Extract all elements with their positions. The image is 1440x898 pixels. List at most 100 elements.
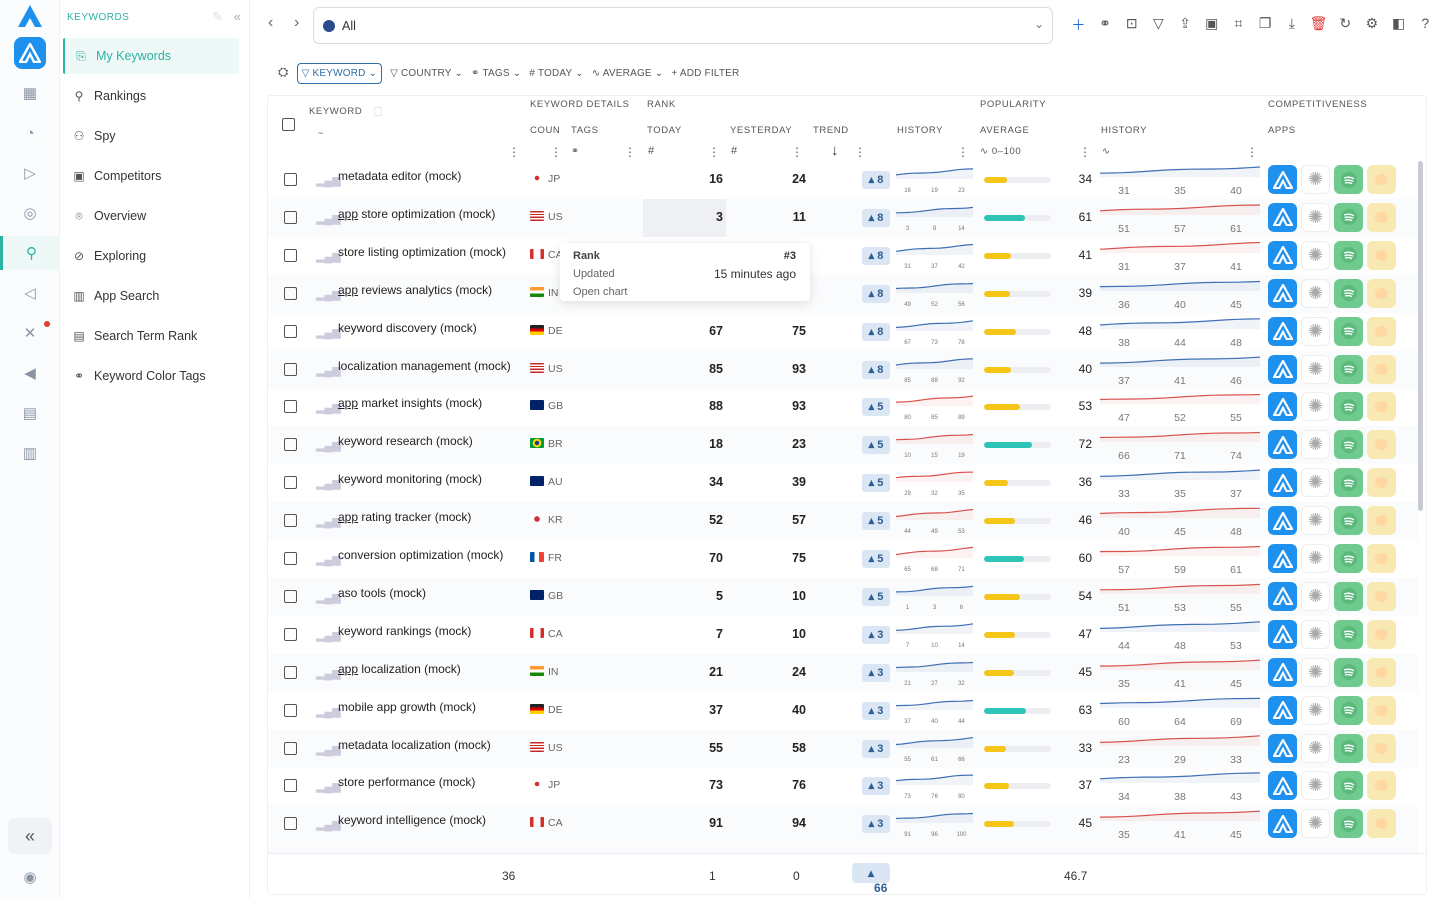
keywords-wrench-icon[interactable]: ⚲ xyxy=(0,236,60,270)
select-all-checkbox[interactable] xyxy=(282,118,295,131)
collapse-rail-button[interactable]: « xyxy=(8,818,52,854)
popularity-history-sparkline[interactable]: 60 64 69 xyxy=(1099,692,1261,735)
app-icon-openai[interactable]: ✺ xyxy=(1301,278,1330,308)
app-icon-game[interactable] xyxy=(1367,619,1396,649)
filter-chip-country[interactable]: ▽ COUNTRY ⌄ xyxy=(390,68,463,79)
app-icon-astro[interactable] xyxy=(1268,278,1297,308)
row-checkbox[interactable] xyxy=(284,589,297,603)
app-icon-game[interactable] xyxy=(1367,165,1396,194)
app-icon-astro[interactable] xyxy=(1268,771,1297,801)
store-icon[interactable]: ▥ xyxy=(22,445,38,462)
app-icon-openai[interactable]: ✺ xyxy=(1301,165,1330,194)
app-icon-spotify[interactable] xyxy=(1334,544,1363,573)
app-icon-game[interactable] xyxy=(1367,506,1396,536)
row-checkbox[interactable] xyxy=(284,324,297,338)
rank-history-sparkline[interactable]: 21 27 32 xyxy=(895,656,974,695)
col-tags[interactable]: TAGS xyxy=(571,125,599,136)
app-icon-openai[interactable]: ✺ xyxy=(1301,695,1330,725)
app-icon-game[interactable] xyxy=(1367,771,1396,801)
menu-dots-icon[interactable]: ⋮ xyxy=(708,145,721,159)
menu-dots-icon[interactable]: ⋮ xyxy=(854,145,867,159)
rank-history-sparkline[interactable]: 7 10 14 xyxy=(895,618,974,657)
table-row[interactable]: ▂▄▆ app store optimization (mock) US 3 11 ▴ 8… xyxy=(268,198,1418,240)
table-row[interactable]: ▂▄▆ metadata localization (mock) US 55 58 ▴ 3… xyxy=(268,729,1418,771)
app-avatar-icon[interactable] xyxy=(14,37,46,69)
popularity-history-sparkline[interactable]: 23 29 33 xyxy=(1099,730,1261,773)
app-icon-astro[interactable] xyxy=(1268,809,1297,839)
menu-dots-icon[interactable]: ⋮ xyxy=(1079,145,1092,159)
sort-desc-icon[interactable]: ↓ xyxy=(831,142,840,159)
app-icon-game[interactable] xyxy=(1367,809,1396,839)
rank-today[interactable]: 37 xyxy=(709,702,723,717)
rank-history-sparkline[interactable]: 31 37 42 xyxy=(895,239,974,278)
popularity-history-sparkline[interactable]: 51 53 55 xyxy=(1099,578,1261,621)
filter-chip-keyword[interactable]: ▽ KEYWORD ⌄ xyxy=(296,63,383,84)
forward-button[interactable]: › xyxy=(294,14,300,31)
panel-icon[interactable]: ◧ xyxy=(1391,15,1406,31)
app-icon-spotify[interactable] xyxy=(1334,240,1363,270)
row-checkbox[interactable] xyxy=(284,438,297,452)
help-icon[interactable]: ? xyxy=(1421,15,1430,31)
rank-today[interactable]: 5 xyxy=(716,588,723,603)
upload-icon[interactable]: ⇪ xyxy=(1179,15,1191,31)
rank-history-sparkline[interactable]: 3 9 14 xyxy=(895,201,974,240)
rank-today[interactable]: 16 xyxy=(709,172,723,186)
app-icon-game[interactable] xyxy=(1367,240,1396,270)
app-icon-spotify[interactable] xyxy=(1334,316,1363,346)
table-row[interactable]: ▂▄▆ app localization (mock) IN 21 24 ▴ 3 21 27 3… xyxy=(268,653,1418,695)
sort-toggle-icon[interactable]: ~ xyxy=(318,128,325,139)
keyword-name[interactable]: keyword discovery (mock) xyxy=(338,321,477,335)
popularity-history-sparkline[interactable]: 37 41 46 xyxy=(1099,351,1261,394)
tag-group-icon[interactable]: ⚭ xyxy=(1099,15,1111,31)
app-icon-openai[interactable]: ✺ xyxy=(1301,202,1330,232)
app-icon-astro[interactable] xyxy=(1268,544,1297,573)
rank-history-sparkline[interactable]: 10 15 19 xyxy=(895,428,974,467)
rank-today[interactable]: 91 xyxy=(709,816,723,831)
menu-dots-icon[interactable]: ⋮ xyxy=(550,145,563,159)
rank-history-sparkline[interactable]: 67 73 78 xyxy=(895,315,974,354)
app-icon-astro[interactable] xyxy=(1268,392,1297,422)
popularity-history-sparkline[interactable]: 66 71 74 xyxy=(1099,426,1261,469)
table-row[interactable]: ▂▄▆ keyword monitoring (mock) AU 34 39 ▴ 5 29 3… xyxy=(268,464,1418,502)
col-average[interactable]: AVERAGE xyxy=(980,125,1030,136)
popularity-history-sparkline[interactable]: 35 41 45 xyxy=(1099,654,1261,697)
rank-history-sparkline[interactable]: 55 61 66 xyxy=(895,732,974,771)
table-row[interactable]: ▂▄▆ metadata editor (mock) JP 16 24 ▴ 8 16 19 23… xyxy=(268,161,1418,199)
bookmark-icon[interactable]: ⎕ xyxy=(374,104,383,119)
app-icon-astro[interactable] xyxy=(1268,506,1297,536)
app-icon-spotify[interactable] xyxy=(1334,809,1363,839)
filter-chip-add-filter[interactable]: + ADD FILTER xyxy=(671,68,739,79)
popularity-history-sparkline[interactable]: 31 37 41 xyxy=(1099,237,1261,280)
target-icon[interactable]: ◎ xyxy=(23,205,37,222)
rank-today[interactable]: 34 xyxy=(709,475,723,490)
app-icon-spotify[interactable] xyxy=(1334,733,1363,763)
row-checkbox[interactable] xyxy=(284,248,297,262)
table-row[interactable]: ▂▄▆ store listing optimization (mock) CA ▴ … xyxy=(268,237,1418,275)
app-icon-openai[interactable]: ✺ xyxy=(1301,657,1330,687)
sidebar-item-app-search[interactable]: ▥ App Search xyxy=(63,278,239,314)
table-row[interactable]: ▂▄▆ aso tools (mock) GB 5 10 ▴ 5 1 3 6 54 51 53 55 ✺ xyxy=(268,577,1418,616)
sidebar-item-overview[interactable]: ⌾ Overview xyxy=(63,198,239,234)
brand-logo-icon[interactable] xyxy=(17,4,43,33)
rank-history-sparkline[interactable]: 73 76 80 xyxy=(895,769,974,808)
rank-history-sparkline[interactable]: 49 52 56 xyxy=(895,277,974,316)
app-icon-openai[interactable]: ✺ xyxy=(1301,392,1330,422)
app-icon-astro[interactable] xyxy=(1268,657,1297,687)
app-icon-openai[interactable]: ✺ xyxy=(1301,430,1330,460)
popularity-history-sparkline[interactable]: 44 48 53 xyxy=(1099,616,1261,659)
rank-today[interactable]: 85 xyxy=(709,361,723,376)
sidebar-item-keyword-color-tags[interactable]: ⚭ Keyword Color Tags xyxy=(63,358,239,394)
app-icon-spotify[interactable] xyxy=(1334,278,1363,308)
row-checkbox[interactable] xyxy=(284,362,297,376)
table-row[interactable]: ▂▄▆ app reviews analytics (mock) IN ▴ 8 49 52… xyxy=(268,274,1418,316)
row-checkbox[interactable] xyxy=(284,552,297,565)
filter-chip-tags[interactable]: ⚭ TAGS ⌄ xyxy=(471,68,521,79)
keyword-name[interactable]: keyword rankings (mock) xyxy=(338,624,471,638)
col-today[interactable]: TODAY xyxy=(647,125,682,136)
app-icon-game[interactable] xyxy=(1367,278,1396,308)
sidebar-item-exploring[interactable]: ⊘ Exploring xyxy=(63,238,239,274)
keyword-name[interactable]: metadata editor (mock) xyxy=(338,169,461,183)
rank-today[interactable]: 21 xyxy=(709,664,723,679)
app-icon-openai[interactable]: ✺ xyxy=(1301,619,1330,649)
settings-icon[interactable]: ⚙ xyxy=(1365,15,1379,31)
